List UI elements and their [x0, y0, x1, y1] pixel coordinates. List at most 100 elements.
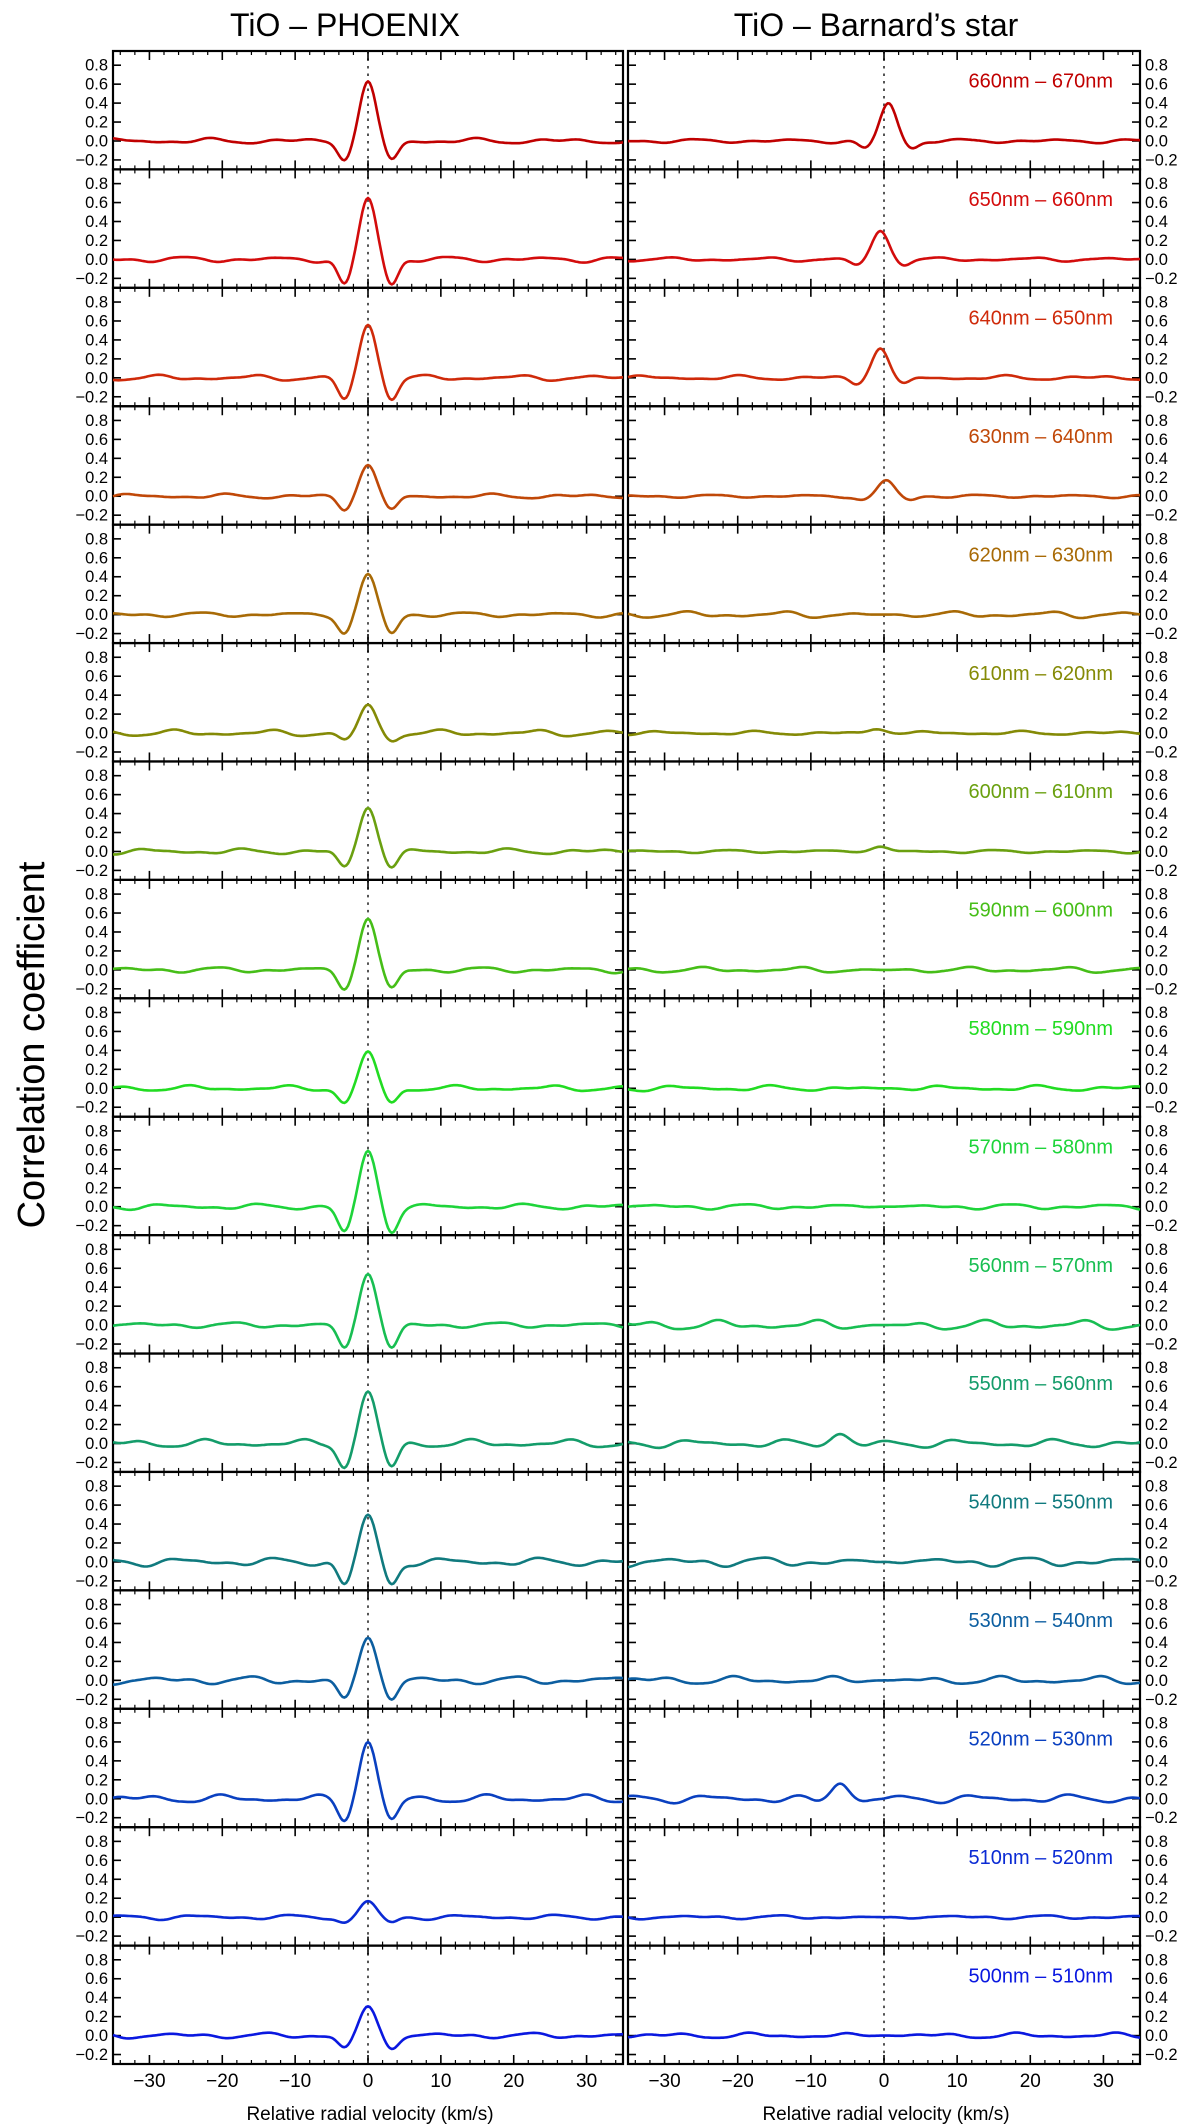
- y-tick-label: 0.0: [85, 1080, 108, 1098]
- y-tick-label: 0.0: [85, 488, 108, 506]
- band-label: 600nm – 610nm: [968, 781, 1113, 803]
- band-label: 630nm – 640nm: [968, 426, 1113, 448]
- y-tick-label: 0.2: [85, 1653, 108, 1671]
- panel-frame-left: [111, 49, 625, 171]
- panel-frame-left: [111, 1589, 625, 1710]
- y-tick-label: 0.2: [85, 114, 108, 132]
- panel-frame-right: [626, 1707, 1142, 1829]
- y-tick-label: 0.2: [85, 587, 108, 605]
- y-tick-label: −0.2: [1145, 388, 1178, 406]
- y-tick-label: 0.2: [1145, 1061, 1168, 1079]
- y-tick-label: 0.0: [1145, 1198, 1168, 1216]
- y-tick-label: 0.0: [1145, 606, 1168, 624]
- panel-frame-left: [111, 1234, 625, 1355]
- correlation-curve-phoenix: [112, 1272, 624, 1349]
- y-tick-label: 0.0: [85, 1909, 108, 1927]
- y-tick-label: 0.6: [85, 1615, 108, 1633]
- y-tick-label: 0.4: [1145, 450, 1168, 468]
- y-tick-label: 0.6: [85, 1378, 108, 1396]
- y-tick-label: −0.2: [1145, 1809, 1178, 1827]
- y-tick-label: 0.6: [1145, 905, 1168, 923]
- y-tick-label: 0.8: [1145, 175, 1168, 193]
- panel-row-7: −0.20.00.20.40.60.8−0.20.00.20.40.60.859…: [75, 878, 1178, 1000]
- y-tick-label: −0.2: [75, 151, 108, 169]
- x-tick-label-left: −20: [206, 2071, 238, 2092]
- y-tick-label: 0.4: [1145, 1279, 1168, 1297]
- y-tick-label: 0.6: [1145, 1852, 1168, 1870]
- panel-row-3: −0.20.00.20.40.60.8−0.20.00.20.40.60.863…: [75, 405, 1178, 526]
- y-tick-label: 0.2: [85, 1534, 108, 1552]
- correlation-curve-phoenix: [112, 323, 624, 402]
- y-tick-label: 0.0: [1145, 488, 1168, 506]
- y-tick-label: 0.6: [1145, 1378, 1168, 1396]
- y-tick-label: 0.4: [85, 331, 108, 349]
- x-axis-label-right: Relative radial velocity (km/s): [762, 2104, 1009, 2125]
- y-tick-label: 0.2: [85, 1061, 108, 1079]
- y-tick-label: 0.8: [85, 649, 108, 667]
- y-tick-label: 0.4: [85, 687, 108, 705]
- y-tick-label: 0.2: [85, 1890, 108, 1908]
- correlation-curve-barnard: [627, 1782, 1141, 1805]
- y-tick-label: 0.6: [85, 786, 108, 804]
- y-tick-label: 0.0: [1145, 2027, 1168, 2045]
- y-tick-label: 0.2: [85, 232, 108, 250]
- left-column-title: TiO – PHOENIX: [230, 7, 460, 43]
- y-tick-label: 0.4: [85, 1634, 108, 1652]
- y-tick-label: 0.6: [85, 1970, 108, 1988]
- y-tick-label: 0.8: [1145, 886, 1168, 904]
- y-tick-label: 0.0: [1145, 1435, 1168, 1453]
- panel-row-4: −0.20.00.20.40.60.8−0.20.00.20.40.60.862…: [75, 523, 1178, 645]
- y-tick-label: −0.2: [75, 743, 108, 761]
- y-tick-label: 0.4: [1145, 213, 1168, 231]
- y-tick-label: 0.0: [1145, 369, 1168, 387]
- y-tick-label: 0.8: [1145, 530, 1168, 548]
- y-tick-label: −0.2: [1145, 980, 1178, 998]
- y-tick-label: 0.8: [1145, 1478, 1168, 1496]
- correlation-curve-phoenix: [112, 2005, 624, 2051]
- correlation-curve-barnard: [627, 229, 1141, 267]
- y-tick-label: 0.0: [85, 725, 108, 743]
- y-tick-label: 0.4: [1145, 1634, 1168, 1652]
- y-tick-label: 0.8: [1145, 649, 1168, 667]
- y-tick-label: 0.2: [1145, 1179, 1168, 1197]
- panel-frame-left: [111, 286, 625, 408]
- y-tick-label: 0.6: [1145, 194, 1168, 212]
- y-tick-label: 0.0: [85, 2027, 108, 2045]
- y-tick-label: −0.2: [1145, 1691, 1178, 1709]
- panel-frame-right: [626, 1115, 1142, 1237]
- y-tick-label: −0.2: [75, 980, 108, 998]
- y-tick-label: 0.0: [85, 369, 108, 387]
- y-tick-label: 0.8: [1145, 1714, 1168, 1732]
- y-tick-label: 0.8: [1145, 1004, 1168, 1022]
- y-tick-label: 0.8: [85, 1478, 108, 1496]
- correlation-curve-phoenix: [112, 196, 624, 286]
- y-tick-label: 0.0: [1145, 1553, 1168, 1571]
- y-tick-label: 0.8: [85, 530, 108, 548]
- y-tick-label: 0.6: [85, 668, 108, 686]
- y-tick-label: −0.2: [75, 1454, 108, 1472]
- panel-frame-left: [111, 1707, 625, 1829]
- y-tick-label: −0.2: [75, 1691, 108, 1709]
- y-tick-label: 0.2: [85, 2008, 108, 2026]
- correlation-curve-phoenix: [112, 80, 624, 162]
- panel-frame-right: [626, 878, 1142, 1000]
- y-tick-label: 0.2: [1145, 1298, 1168, 1316]
- x-tick-label-right: −20: [722, 2071, 754, 2092]
- y-tick-label: 0.2: [85, 350, 108, 368]
- y-tick-label: 0.2: [85, 1416, 108, 1434]
- y-tick-label: 0.4: [1145, 1752, 1168, 1770]
- y-tick-label: 0.2: [1145, 232, 1168, 250]
- band-label: 640nm – 650nm: [968, 308, 1113, 330]
- y-axis-label: Correlation coefficient: [11, 861, 53, 1228]
- band-label: 620nm – 630nm: [968, 544, 1113, 566]
- correlation-curve-phoenix: [113, 806, 624, 869]
- correlation-curve-phoenix: [112, 703, 624, 743]
- correlation-curve-phoenix: [112, 1149, 624, 1235]
- y-tick-label: 0.0: [1145, 132, 1168, 150]
- y-tick-label: 0.0: [1145, 843, 1168, 861]
- y-tick-label: 0.6: [1145, 312, 1168, 330]
- y-tick-label: −0.2: [75, 507, 108, 525]
- correlation-curve-phoenix: [112, 1899, 624, 1924]
- y-tick-label: 0.2: [1145, 469, 1168, 487]
- y-tick-label: 0.0: [1145, 725, 1168, 743]
